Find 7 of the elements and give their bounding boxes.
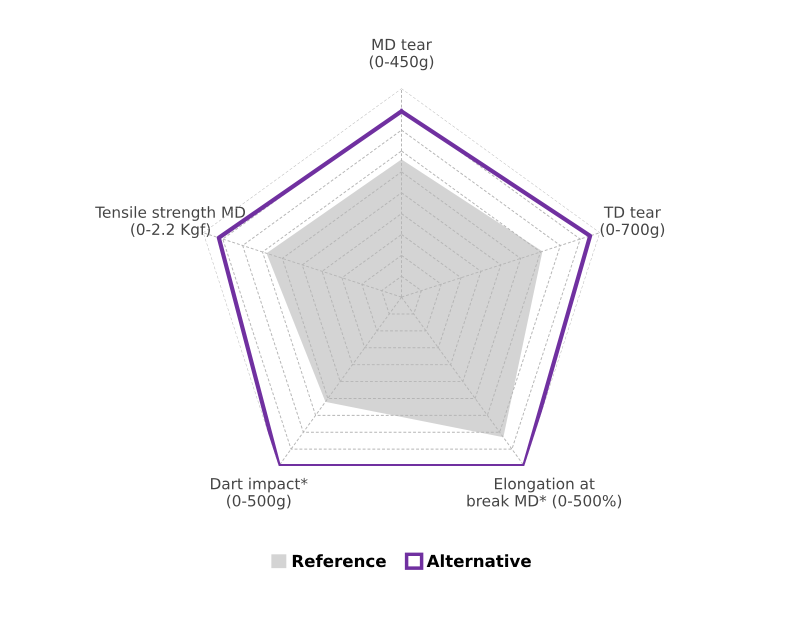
spoke-label: Dart impact* (0-500g)	[211, 478, 308, 510]
legend-label: Alternative	[426, 554, 531, 568]
spoke-label: MD tear (0-450g)	[370, 38, 434, 70]
spoke-label: Tensile strength MD (0-2.2 Kgf)	[95, 206, 246, 238]
legend-label: Reference	[292, 554, 386, 568]
spoke-label: TD tear (0-700g)	[600, 206, 664, 238]
spoke-label: Elongation at break MD* (0-500%)	[467, 478, 622, 508]
